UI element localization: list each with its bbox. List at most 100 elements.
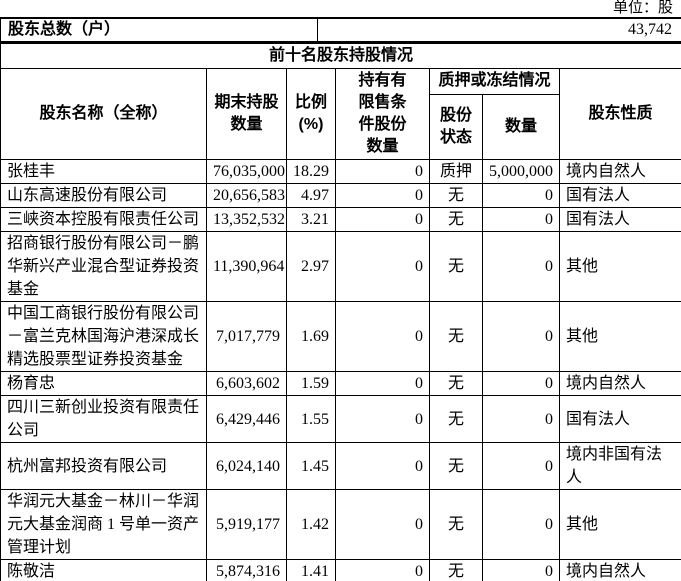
restricted-shares-cell: 0 (335, 395, 430, 443)
shareholder-name-cell: 招商银行股份有限公司－鹏华新兴产业混合型证券投资基金 (0, 231, 207, 302)
shares-held-cell: 6,603,602 (206, 371, 287, 396)
shareholder-nature-cell: 其他 (558, 231, 681, 302)
shares-held-cell: 13,352,532 (206, 207, 287, 232)
ratio-cell: 1.41 (286, 559, 336, 581)
shareholder-name-cell: 三峡资本控股有限责任公司 (0, 207, 207, 232)
unit-label: 单位：股 (612, 0, 673, 16)
pledge-amount-cell: 0 (482, 559, 560, 581)
table-row: 杭州富邦投资有限公司 6,024,140 1.45 0 无 0 境内非国有法人 (0, 442, 681, 490)
pledge-amount-cell: 0 (482, 207, 560, 232)
restricted-shares-cell: 0 (335, 231, 430, 302)
table-row: 山东高速股份有限公司 20,656,583 4.97 0 无 0 国有法人 (0, 183, 681, 208)
shares-held-cell: 6,429,446 (206, 395, 287, 443)
pledge-amount-cell: 0 (482, 183, 560, 208)
section-title: 前十名股东持股情况 (0, 43, 681, 69)
pledge-status-cell: 无 (429, 559, 483, 581)
col-header-ratio: 比例(%) (286, 68, 336, 160)
header-row-1: 股东名称（全称） 期末持股数量 比例(%) 持有有限售条件股份数量 质押或冻结情… (0, 68, 681, 160)
shares-held-cell: 20,656,583 (206, 183, 287, 208)
ratio-cell: 4.97 (286, 183, 336, 208)
ratio-cell: 3.21 (286, 207, 336, 232)
shareholder-nature-cell: 境内自然人 (558, 159, 681, 184)
table-row: 三峡资本控股有限责任公司 13,352,532 3.21 0 无 0 国有法人 (0, 207, 681, 232)
col-header-pledge-status: 股份状态 (429, 93, 483, 161)
total-shareholders-row: 股东总数（户） 43,742 (0, 17, 681, 43)
col-header-pledge-amount: 数量 (482, 93, 560, 161)
restricted-shares-cell: 0 (335, 301, 430, 372)
col-header-shareholder-nature: 股东性质 (558, 68, 681, 160)
col-header-shareholder-name: 股东名称（全称） (0, 68, 207, 160)
shares-held-cell: 6,024,140 (206, 442, 287, 490)
col-header-restricted-shares: 持有有限售条件股份数量 (335, 68, 430, 160)
pledge-status-cell: 无 (429, 371, 483, 396)
shares-held-cell: 5,874,316 (206, 559, 287, 581)
ratio-cell: 18.29 (286, 159, 336, 184)
shareholder-nature-cell: 其他 (558, 489, 681, 560)
shares-held-cell: 5,919,177 (206, 489, 287, 560)
pledge-status-cell: 无 (429, 183, 483, 208)
restricted-shares-cell: 0 (335, 371, 430, 396)
shareholder-name-cell: 陈敬洁 (0, 559, 207, 581)
pledge-amount-cell: 0 (482, 371, 560, 396)
ratio-cell: 2.97 (286, 231, 336, 302)
shareholder-name-cell: 中国工商银行股份有限公司－富兰克林国海沪港深成长精选股票型证券投资基金 (0, 301, 207, 372)
shares-held-cell: 7,017,779 (206, 301, 287, 372)
col-header-pledge-group: 质押或冻结情况 (429, 68, 560, 95)
top-shareholders-table: 前十名股东持股情况 股东名称（全称） 期末持股数量 比例(%) 持有有限售条件股… (0, 43, 681, 581)
restricted-shares-cell: 0 (335, 559, 430, 581)
header-row-2: 股份状态 数量 (1, 93, 681, 161)
table-row: 中国工商银行股份有限公司－富兰克林国海沪港深成长精选股票型证券投资基金 7,01… (0, 301, 681, 372)
pledge-amount-cell: 0 (482, 301, 560, 372)
ratio-cell: 1.45 (286, 442, 336, 490)
shareholder-name-cell: 山东高速股份有限公司 (0, 183, 207, 208)
table-row: 陈敬洁 5,874,316 1.41 0 无 0 境内自然人 (0, 559, 681, 581)
pledge-status-cell: 无 (429, 207, 483, 232)
ratio-cell: 1.59 (286, 371, 336, 396)
restricted-shares-cell: 0 (335, 159, 430, 184)
shareholder-name-cell: 华润元大基金－林川－华润元大基金润商 1 号单一资产管理计划 (0, 489, 207, 560)
shareholder-nature-cell: 国有法人 (558, 183, 681, 208)
section-title-row: 前十名股东持股情况 (0, 43, 681, 69)
col-header-shares-held: 期末持股数量 (206, 68, 287, 160)
table-row: 四川三新创业投资有限责任公司 6,429,446 1.55 0 无 0 国有法人 (0, 395, 681, 443)
shareholder-nature-cell: 其他 (558, 301, 681, 372)
shareholder-nature-cell: 境内自然人 (558, 559, 681, 581)
shareholder-nature-cell: 境内自然人 (558, 371, 681, 396)
unit-row: 单位：股 (0, 0, 681, 17)
pledge-amount-cell: 0 (482, 442, 560, 490)
shareholder-name-cell: 杨育忠 (0, 371, 207, 396)
pledge-amount-cell: 0 (482, 395, 560, 443)
pledge-status-cell: 无 (429, 231, 483, 302)
shareholder-name-cell: 杭州富邦投资有限公司 (0, 442, 207, 490)
shareholder-name-cell: 四川三新创业投资有限责任公司 (0, 395, 207, 443)
shares-held-cell: 76,035,000 (206, 159, 287, 184)
restricted-shares-cell: 0 (335, 489, 430, 560)
total-shareholders-label: 股东总数（户） (0, 17, 318, 43)
pledge-status-cell: 无 (429, 301, 483, 372)
table-row: 张桂丰 76,035,000 18.29 0 质押 5,000,000 境内自然… (0, 159, 681, 184)
table-row: 杨育忠 6,603,602 1.59 0 无 0 境内自然人 (0, 371, 681, 396)
shares-held-cell: 11,390,964 (206, 231, 287, 302)
table-row: 招商银行股份有限公司－鹏华新兴产业混合型证券投资基金 11,390,964 2.… (0, 231, 681, 302)
pledge-amount-cell: 0 (482, 489, 560, 560)
restricted-shares-cell: 0 (335, 183, 430, 208)
shareholder-nature-cell: 国有法人 (558, 207, 681, 232)
restricted-shares-cell: 0 (335, 442, 430, 490)
shareholder-nature-cell: 国有法人 (558, 395, 681, 443)
pledge-status-cell: 无 (429, 395, 483, 443)
pledge-amount-cell: 5,000,000 (482, 159, 560, 184)
table-row: 华润元大基金－林川－华润元大基金润商 1 号单一资产管理计划 5,919,177… (0, 489, 681, 560)
total-shareholders-value: 43,742 (317, 17, 681, 43)
shareholder-name-cell: 张桂丰 (0, 159, 207, 184)
pledge-status-cell: 无 (429, 442, 483, 490)
ratio-cell: 1.69 (286, 301, 336, 372)
pledge-amount-cell: 0 (482, 231, 560, 302)
pledge-status-cell: 质押 (429, 159, 483, 184)
shareholder-nature-cell: 境内非国有法人 (558, 442, 681, 490)
ratio-cell: 1.42 (286, 489, 336, 560)
ratio-cell: 1.55 (286, 395, 336, 443)
pledge-status-cell: 无 (429, 489, 483, 560)
total-shareholders-table: 股东总数（户） 43,742 (0, 17, 681, 43)
restricted-shares-cell: 0 (335, 207, 430, 232)
